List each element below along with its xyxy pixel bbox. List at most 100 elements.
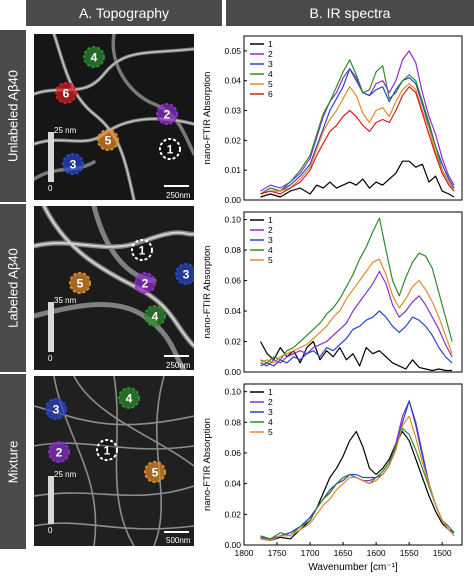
colorbar-min: 0 xyxy=(48,526,53,535)
legend-label-3: 3 xyxy=(268,59,273,69)
ir-spectra-header: B. IR spectra xyxy=(226,0,474,26)
series-line-1 xyxy=(260,160,455,198)
series-line-5 xyxy=(260,258,453,364)
series-line-2 xyxy=(260,270,453,367)
marker-5: 5 xyxy=(144,461,166,483)
x-tick-label: 1600 xyxy=(367,548,386,558)
series-line-3 xyxy=(260,400,455,540)
marker-circle xyxy=(69,272,91,294)
marker-number: 3 xyxy=(53,403,60,417)
scale-bar-label: 250nm xyxy=(166,361,191,370)
marker-circle xyxy=(55,82,77,104)
legend-label-6: 6 xyxy=(268,89,273,99)
x-tick-label: 1500 xyxy=(433,548,452,558)
y-tick-label: 0.10 xyxy=(224,215,241,225)
y-tick-label: 0.10 xyxy=(224,387,241,397)
marker-circle xyxy=(131,239,153,261)
spectrum-panel-1: 0.00 0.01 0.02 0.03 0.04 0.05 nano-FTIR Absorp… xyxy=(198,28,472,208)
colorbar-max: 25 nm xyxy=(54,126,77,135)
x-tick-label: 1700 xyxy=(301,548,320,558)
spectrum-panel-3: 0.00 0.02 0.04 0.06 0.08 0.10 1800 1750 1700 1650… xyxy=(198,376,472,577)
y-tick-label: 0.04 xyxy=(224,76,241,86)
x-tick-label: 1550 xyxy=(400,548,419,558)
marker-3: 3 xyxy=(175,263,194,285)
marker-circle xyxy=(83,46,105,68)
spectrum-panel-2: 0.00 0.02 0.04 0.06 0.08 0.10 nano-FTIR Absorp… xyxy=(198,204,472,380)
marker-4: 4 xyxy=(118,387,140,409)
marker-5: 5 xyxy=(97,129,119,151)
marker-circle xyxy=(159,138,181,160)
marker-circle xyxy=(118,387,140,409)
height-colorbar xyxy=(48,302,54,352)
y-tick-label: 0.03 xyxy=(224,106,241,116)
series-line-3 xyxy=(260,310,453,367)
marker-number: 3 xyxy=(183,268,190,282)
y-tick-label: 0.06 xyxy=(224,448,241,458)
marker-circle xyxy=(62,153,84,175)
colorbar-min: 0 xyxy=(48,354,53,363)
marker-5: 5 xyxy=(69,272,91,294)
afm-image-mixture: 25 nm 0 500nm 3 4 2 1 5 xyxy=(34,376,194,546)
y-tick-label: 0.05 xyxy=(224,46,241,56)
marker-number: 2 xyxy=(142,277,149,291)
series-line-5 xyxy=(260,83,455,195)
legend-label-4: 4 xyxy=(268,69,273,79)
marker-2: 2 xyxy=(48,441,70,463)
y-axis-label: nano-FTIR Absorption xyxy=(202,418,213,511)
series-line-4 xyxy=(260,59,455,195)
series-line-3 xyxy=(260,68,455,195)
marker-number: 6 xyxy=(63,87,70,101)
plot-frame xyxy=(243,211,463,373)
marker-number: 5 xyxy=(105,134,112,148)
marker-number: 1 xyxy=(139,244,146,258)
y-axis-label: nano-FTIR Absorption xyxy=(202,246,213,339)
marker-number: 4 xyxy=(126,392,133,406)
ir-spectrum-chart: 0.00 0.02 0.04 0.06 0.08 0.10 nano-FTIR Absorp… xyxy=(202,211,463,377)
marker-circle xyxy=(156,103,178,125)
marker-3: 3 xyxy=(45,398,67,420)
marker-number: 1 xyxy=(104,444,111,458)
y-axis-label: nano-FTIR Absorption xyxy=(202,72,213,165)
y-tick-label: 0.00 xyxy=(224,540,241,550)
y-tick-label: 0.02 xyxy=(224,509,241,519)
marker-number: 4 xyxy=(152,310,159,324)
marker-2: 2 xyxy=(156,103,178,125)
marker-circle xyxy=(175,263,194,285)
marker-number: 3 xyxy=(70,158,77,172)
colorbar-max: 35 nm xyxy=(54,296,77,305)
marker-circle xyxy=(97,129,119,151)
marker-circle xyxy=(144,305,166,327)
x-tick-label: 1650 xyxy=(334,548,353,558)
marker-3: 3 xyxy=(62,153,84,175)
scale-bar-label: 500nm xyxy=(166,536,191,545)
legend-label-5: 5 xyxy=(268,255,273,265)
legend-label-2: 2 xyxy=(268,397,273,407)
row-label-mixture: Mixture xyxy=(0,374,26,549)
y-tick-label: 0.00 xyxy=(224,367,241,377)
afm-image-unlabeled: 25 nm 0 250nm 4 6 2 5 1 3 xyxy=(34,34,194,200)
marker-number: 5 xyxy=(77,277,84,291)
marker-number: 2 xyxy=(56,446,63,460)
x-tick-label: 1800 xyxy=(235,548,254,558)
legend-label-1: 1 xyxy=(268,215,273,225)
legend-label-2: 2 xyxy=(268,225,273,235)
scale-bar-label: 250nm xyxy=(166,191,191,200)
series-line-5 xyxy=(260,415,455,541)
colorbar-min: 0 xyxy=(48,184,53,193)
y-tick-label: 0.06 xyxy=(224,276,241,286)
height-colorbar xyxy=(48,132,54,182)
marker-1: 1 xyxy=(96,439,118,461)
afm-fibrils: 25 nm 0 500nm 3 4 2 1 5 xyxy=(34,376,194,546)
row-label-text: Mixture xyxy=(5,440,21,483)
marker-6: 6 xyxy=(55,82,77,104)
marker-circle xyxy=(45,398,67,420)
x-axis-label: Wavenumber [cm⁻¹] xyxy=(308,562,398,573)
row-label-unlabeled: Unlabeled Aβ40 xyxy=(0,30,26,202)
y-tick-label: 0.01 xyxy=(224,165,241,175)
legend-label-5: 5 xyxy=(268,427,273,437)
row-label-text: Unlabeled Aβ40 xyxy=(5,69,21,163)
legend-label-1: 1 xyxy=(268,387,273,397)
marker-1: 1 xyxy=(131,239,153,261)
y-tick-label: 0.04 xyxy=(224,479,241,489)
